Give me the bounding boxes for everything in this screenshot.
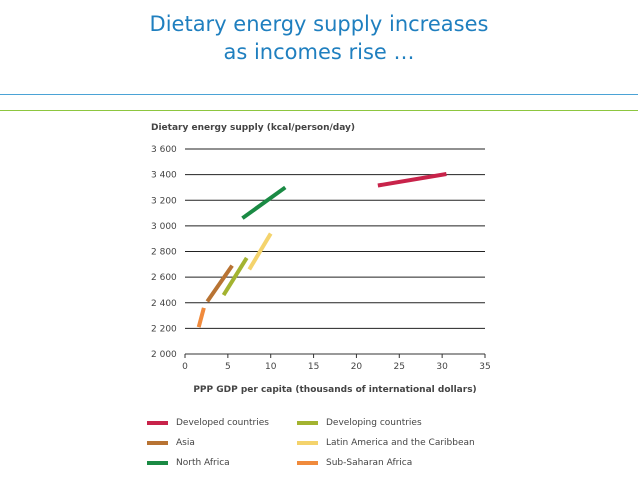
- y-axis-title: Dietary energy supply (kcal/person/day): [151, 123, 355, 133]
- y-tick-label: 2 200: [151, 324, 177, 334]
- legend-swatch: [297, 441, 318, 445]
- series-line: [205, 264, 234, 303]
- y-tick-label: 3 200: [151, 196, 177, 206]
- legend-label: Developing countries: [326, 418, 422, 428]
- legend-swatch: [297, 421, 318, 425]
- legend-label: Asia: [176, 438, 195, 448]
- legend-label: Latin America and the Caribbean: [326, 438, 475, 448]
- y-tick-label: 2 800: [151, 248, 177, 258]
- legend-label: Developed countries: [176, 418, 269, 428]
- y-tick-label: 3 400: [151, 171, 177, 181]
- green-divider: [0, 110, 638, 111]
- series-line: [247, 232, 273, 271]
- y-tick-label: 2 400: [151, 299, 177, 309]
- slide-title: Dietary energy supply increases as incom…: [0, 10, 638, 66]
- x-tick-label: 30: [436, 362, 448, 372]
- blue-divider: [0, 94, 638, 95]
- y-tick-label: 2 600: [151, 273, 177, 283]
- x-tick-label: 10: [265, 362, 277, 372]
- legend-label: North Africa: [176, 458, 230, 468]
- x-tick-label: 20: [351, 362, 363, 372]
- x-tick-label: 15: [308, 362, 319, 372]
- energy-supply-chart: Dietary energy supply (kcal/person/day) 2…: [151, 123, 491, 395]
- y-tick-label: 3 600: [151, 145, 177, 155]
- slide-title-line-2: as incomes rise …: [223, 40, 415, 64]
- legend-swatch: [297, 461, 318, 465]
- x-tick-label: 0: [182, 362, 188, 372]
- series-line: [196, 307, 206, 328]
- y-tick-label: 2 000: [151, 350, 177, 360]
- legend-swatch: [147, 461, 168, 465]
- legend-swatch: [147, 421, 168, 425]
- legend-label: Sub-Saharan Africa: [326, 458, 413, 468]
- x-tick-label: 35: [479, 362, 490, 372]
- series-line: [221, 256, 249, 297]
- slide-title-line-1: Dietary energy supply increases: [149, 12, 489, 36]
- x-tick-label: 5: [225, 362, 231, 372]
- series-line: [241, 185, 287, 220]
- y-tick-label: 3 000: [151, 222, 177, 232]
- x-axis-title: PPP GDP per capita (thousands of interna…: [193, 385, 476, 395]
- series-line: [377, 172, 447, 188]
- x-tick-label: 25: [394, 362, 405, 372]
- legend-swatch: [147, 441, 168, 445]
